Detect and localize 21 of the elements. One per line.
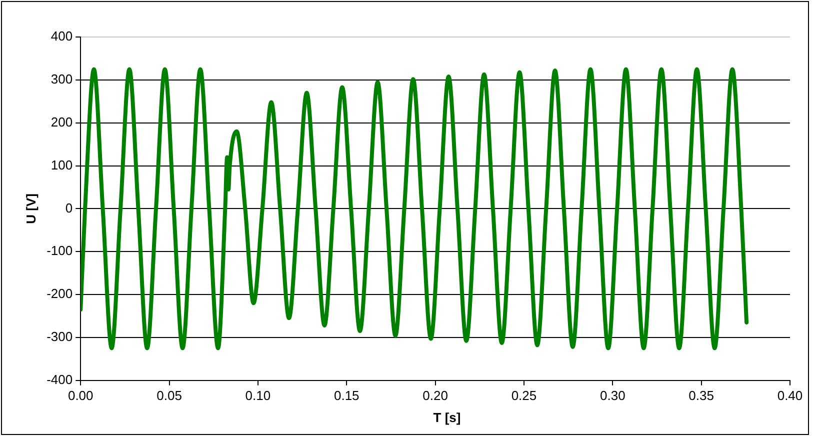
- x-tick-label: 0.20: [422, 388, 448, 403]
- y-tick-label: -400: [46, 372, 73, 387]
- x-tick-label: 0.05: [156, 388, 182, 403]
- x-tick-label: 0.00: [68, 388, 94, 403]
- y-tick-label: -300: [46, 329, 73, 344]
- x-axis-title: T [s]: [432, 410, 462, 425]
- x-tick-label: 0.10: [245, 388, 271, 403]
- x-tick-label: 0.30: [600, 388, 626, 403]
- y-axis-title: U [V]: [23, 194, 38, 224]
- y-tick-label: 400: [50, 28, 73, 44]
- y-tick-label: 200: [50, 114, 73, 130]
- x-tick-label: 0.15: [334, 388, 360, 403]
- y-tick-label: -100: [46, 243, 73, 258]
- line-series: [80, 67, 749, 350]
- y-tick-label: 0: [65, 200, 73, 216]
- x-tick-label: 0.35: [688, 388, 714, 403]
- y-tick-label: 100: [50, 157, 73, 172]
- y-tick-label: -200: [46, 286, 73, 302]
- y-tick-label: 300: [50, 72, 73, 87]
- x-tick-label: 0.40: [777, 388, 803, 403]
- x-tick-label: 0.25: [511, 388, 537, 403]
